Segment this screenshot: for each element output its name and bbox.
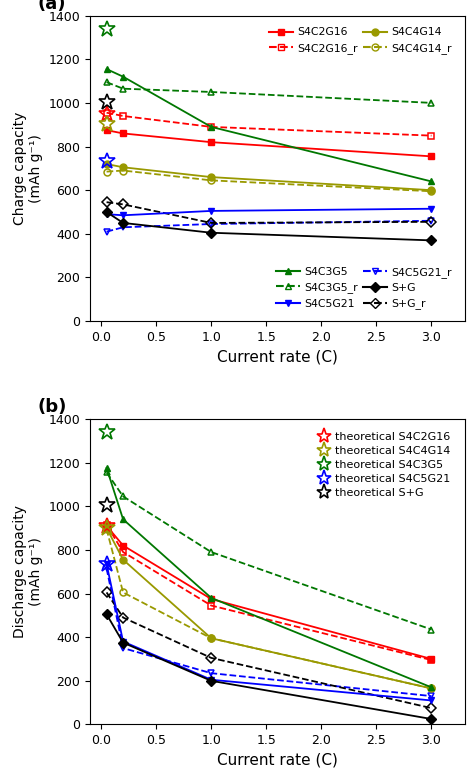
Legend: theoretical S4C2G16, theoretical S4C4G14, theoretical S4C3G5, theoretical S4C5G2: theoretical S4C2G16, theoretical S4C4G14… [314, 428, 455, 502]
Y-axis label: Discharge capacity
(mAh g⁻¹): Discharge capacity (mAh g⁻¹) [13, 506, 43, 638]
Y-axis label: Charge capacity
(mAh g⁻¹): Charge capacity (mAh g⁻¹) [13, 111, 43, 225]
X-axis label: Current rate (C): Current rate (C) [217, 753, 338, 768]
X-axis label: Current rate (C): Current rate (C) [217, 350, 338, 365]
Text: (a): (a) [37, 0, 66, 12]
Text: (b): (b) [37, 398, 67, 416]
Legend: S4C3G5, S4C3G5_r, S4C5G21, S4C5G21_r, S+G, S+G_r: S4C3G5, S4C3G5_r, S4C5G21, S4C5G21_r, S+… [273, 263, 456, 312]
